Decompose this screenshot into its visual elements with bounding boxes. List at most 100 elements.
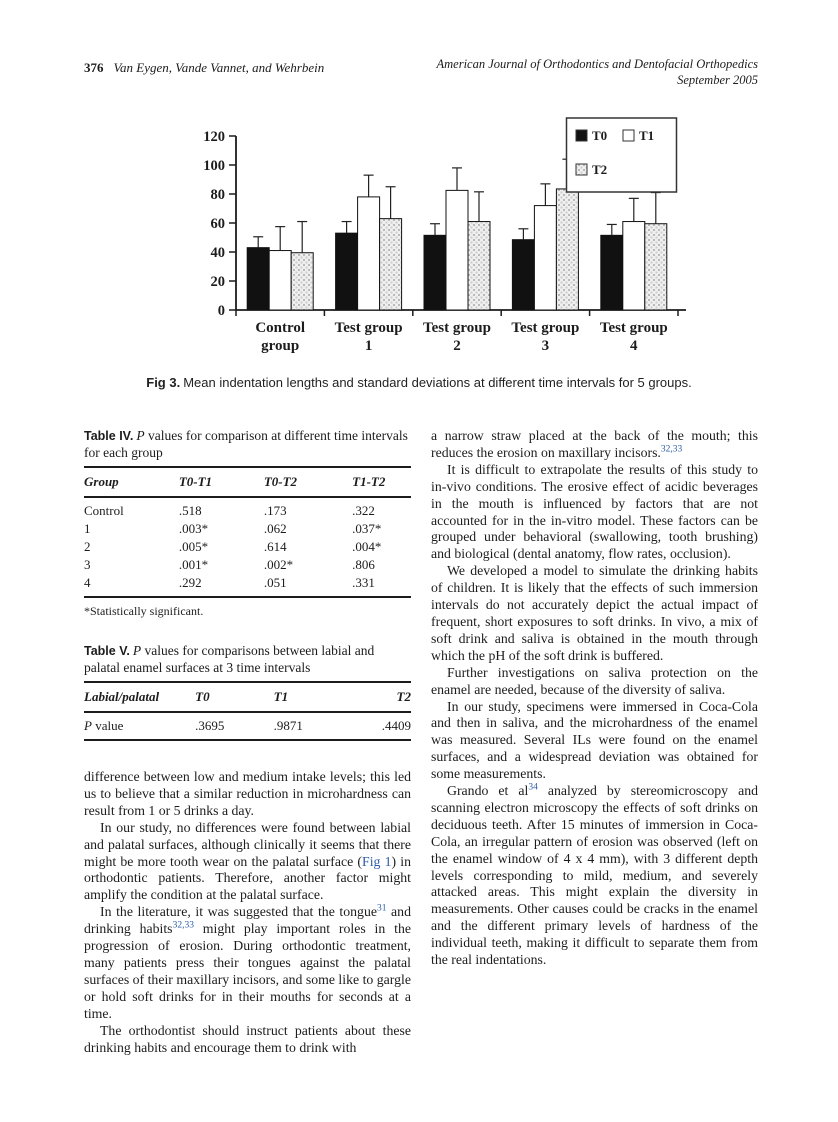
figure-link[interactable]: Fig 1	[362, 853, 392, 869]
errorbar-T1-g2	[452, 167, 462, 191]
errorbar-T2-g2	[474, 191, 484, 222]
table-5-label: Table V.	[84, 644, 130, 658]
y-tick-label: 0	[218, 303, 225, 319]
bar-T2-g2	[467, 221, 491, 311]
cell-4-3: .331	[352, 575, 375, 590]
bar-T2-g4	[644, 223, 668, 311]
journal-name: American Journal of Orthodontics and Den…	[436, 57, 759, 71]
table-row: 3 .001* .002* .806	[84, 556, 411, 574]
paragraph: Further investigations on saliva protect…	[431, 664, 758, 697]
table-5-grid: Labial/palatal T0 T1 T2 P value .3695 .9871 .44…	[84, 681, 411, 741]
table-5: Table V. P values for comparisons between…	[84, 643, 411, 741]
legend-label-T2: T2	[592, 162, 607, 177]
y-tick-label: 40	[211, 245, 226, 261]
x-category-label: 4	[630, 338, 638, 354]
cell-1-2: .062	[263, 521, 287, 536]
reference-link[interactable]: 31	[376, 903, 387, 914]
errorbar-T1-g0	[275, 226, 286, 251]
cell-0-2: .9871	[273, 718, 303, 733]
legend-swatch-T1	[622, 129, 635, 142]
cell-0-0: P value	[84, 718, 124, 733]
y-axis-ticks: 0 20 40 60 80 100 120	[203, 129, 236, 319]
column-header-3: T1-T2	[352, 467, 411, 498]
paragraph: In our study, no differences were found …	[84, 819, 411, 903]
errorbar-T0-g0	[253, 236, 264, 248]
y-tick-label: 20	[211, 274, 226, 290]
left-column: Table IV. P values for comparison at diff…	[84, 428, 411, 1056]
table-header-row: Group T0-T1 T0-T2 T1-T2	[84, 467, 411, 498]
reference-link[interactable]: 32,33	[172, 920, 194, 931]
cell-0-3: .4409	[381, 718, 411, 733]
reference-link[interactable]: 32,33	[660, 444, 683, 455]
paragraph: In our study, specimens were immersed in…	[431, 698, 758, 782]
legend-swatch-T0	[575, 129, 588, 142]
table-4-label: Table IV.	[84, 429, 134, 443]
errorbar-T0-g1	[341, 220, 352, 234]
cell-2-0: 2	[84, 539, 91, 554]
cell-2-1: .005*	[178, 539, 209, 554]
y-tick-label: 120	[203, 129, 225, 145]
table-4-title: Table IV. P values for comparison at diff…	[84, 428, 411, 461]
bar-T0-g2	[423, 234, 447, 311]
table-5-title: Table V. P values for comparisons between…	[84, 643, 411, 676]
figure-caption: Fig 3. Mean indentation lengths and stand…	[99, 374, 739, 391]
italic-text: P	[84, 718, 92, 733]
paragraph: We developed a model to simulate the dri…	[431, 563, 758, 663]
x-category-label: Test group	[600, 320, 668, 336]
bar-T1-g0	[268, 250, 292, 311]
running-authors: Van Eygen, Vande Vannet, and Wehrbein	[113, 60, 325, 75]
issue-date: September 2005	[677, 73, 758, 87]
cell-2-2: .614	[263, 539, 287, 554]
x-category-label: Test group	[423, 320, 491, 336]
errorbar-T2-g0	[297, 220, 308, 253]
bar-T0-g1	[335, 232, 359, 311]
right-column: a narrow straw placed at the back of the…	[431, 428, 758, 969]
table-4-grid: Group T0-T1 T0-T2 T1-T2 Control .518 .173 .322 1…	[84, 466, 411, 598]
x-category-label: 3	[542, 338, 550, 354]
reference-link[interactable]: 34	[528, 782, 538, 793]
column-header-2: T0-T2	[263, 467, 353, 498]
legend-swatch-T2	[575, 163, 588, 176]
cell-3-1: .001*	[178, 557, 209, 572]
cell-3-0: 3	[84, 557, 91, 572]
paragraph: a narrow straw placed at the back of the…	[431, 428, 758, 460]
table-row: Control .518 .173 .322	[84, 497, 411, 520]
cell-4-0: 4	[84, 575, 91, 590]
errorbar-T1-g4	[628, 197, 639, 222]
table-row: 2 .005* .614 .004*	[84, 538, 411, 556]
bars-group	[246, 158, 668, 311]
italic-text: P	[136, 428, 145, 443]
table-header-row: Labial/palatal T0 T1 T2	[84, 682, 411, 713]
table-row: 1 .003* .062 .037*	[84, 520, 411, 538]
cell-0-3: .322	[352, 503, 375, 518]
cell-4-2: .051	[263, 575, 287, 590]
right-column-text: a narrow straw placed at the back of the…	[431, 428, 758, 969]
cell-1-1: .003*	[178, 521, 209, 536]
errorbar-T0-g3	[518, 228, 529, 240]
bar-T1-g3	[533, 205, 557, 311]
bar-T0-g4	[600, 234, 624, 311]
table-4-title-text: P values for comparison at different tim…	[84, 428, 408, 460]
paragraph: It is difficult to extrapolate the resul…	[431, 461, 758, 562]
bar-T2-g1	[379, 218, 403, 311]
x-axis-labels: Control group Test group 1 Test group 2 Test g…	[255, 320, 667, 354]
left-column-text: difference between low and medium intake…	[84, 769, 411, 1056]
cell-3-2: .002*	[263, 557, 294, 572]
errorbar-T2-g4	[650, 191, 661, 224]
column-header-3: T2	[352, 682, 411, 713]
bar-T0-g3	[511, 239, 535, 311]
paragraph: In the literature, it was suggested that…	[84, 903, 411, 1021]
y-tick-label: 60	[211, 216, 226, 232]
italic-text: P	[132, 643, 142, 658]
x-category-label: Test group	[335, 320, 403, 336]
table-row: 4 .292 .051 .331	[84, 574, 411, 597]
running-header-right: American Journal of Orthodontics and Den…	[437, 56, 759, 88]
column-header-0: Labial/palatal	[84, 682, 196, 713]
fig3-bar-chart: 0 20 40 60 80 100 120 Control group Test group 1 Te…	[178, 114, 690, 372]
paragraph: difference between low and medium intake…	[84, 769, 411, 818]
table-4: Table IV. P values for comparison at diff…	[84, 428, 411, 619]
running-header-left: 376 Van Eygen, Vande Vannet, and Wehrbein	[84, 60, 324, 76]
column-header-1: T0	[195, 682, 274, 713]
table-4-footnote: *Statistically significant.	[84, 604, 204, 618]
